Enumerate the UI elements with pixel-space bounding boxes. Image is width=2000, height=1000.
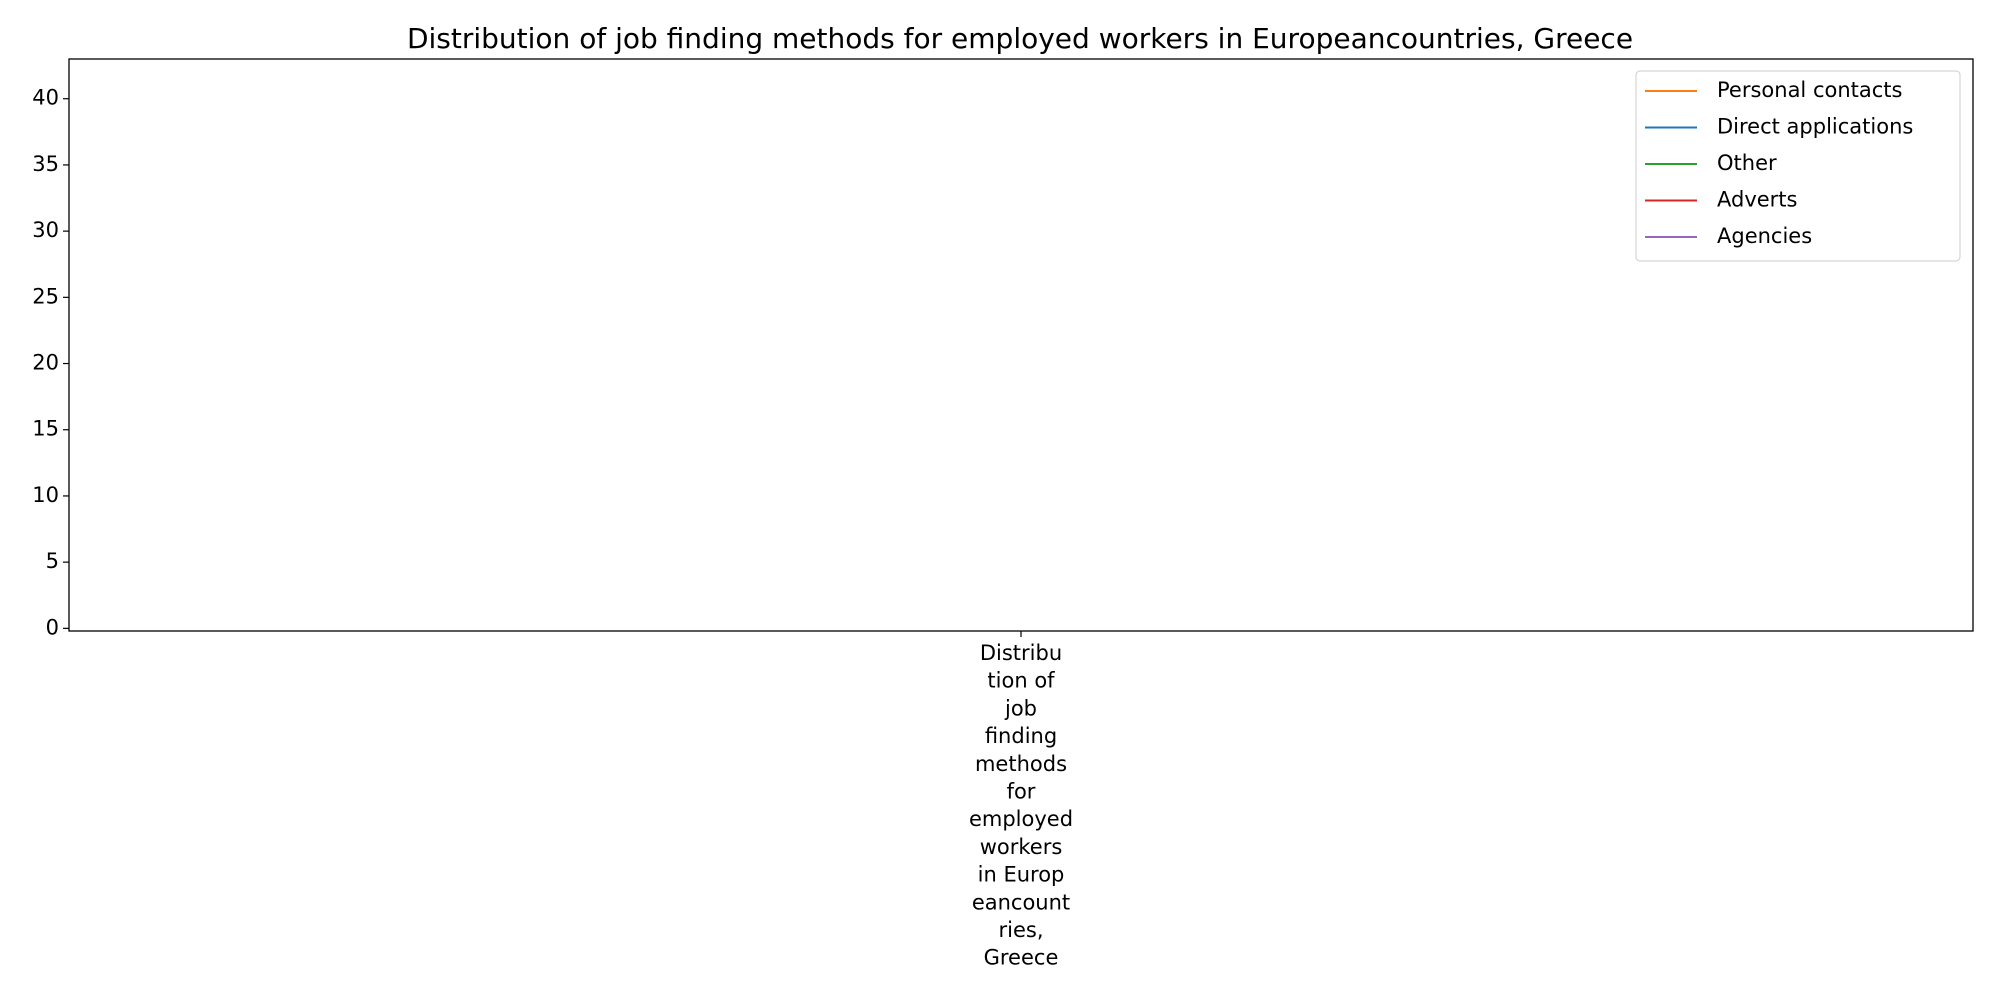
- y-tick-label: 20: [32, 351, 59, 375]
- y-tick-label: 15: [32, 417, 59, 441]
- y-tick-label: 0: [46, 615, 59, 639]
- legend-label: Agencies: [1717, 224, 1812, 248]
- y-tick-label: 30: [32, 218, 59, 242]
- legend-box: [1635, 70, 1961, 262]
- legend-label: Other: [1717, 151, 1777, 175]
- legend-label: Direct applications: [1717, 115, 1913, 139]
- legend-label: Personal contacts: [1717, 78, 1902, 102]
- y-tick-label: 40: [32, 86, 59, 110]
- chart-title: Distribution of job finding methods for …: [407, 22, 1633, 55]
- y-tick-label: 35: [32, 152, 59, 176]
- legend-label: Adverts: [1717, 188, 1797, 212]
- y-tick-label: 5: [46, 549, 59, 573]
- x-tick-label: Distribu tion of job finding methods for emplo…: [969, 641, 1073, 970]
- y-tick-label: 10: [32, 483, 59, 507]
- y-tick-label: 25: [32, 284, 59, 308]
